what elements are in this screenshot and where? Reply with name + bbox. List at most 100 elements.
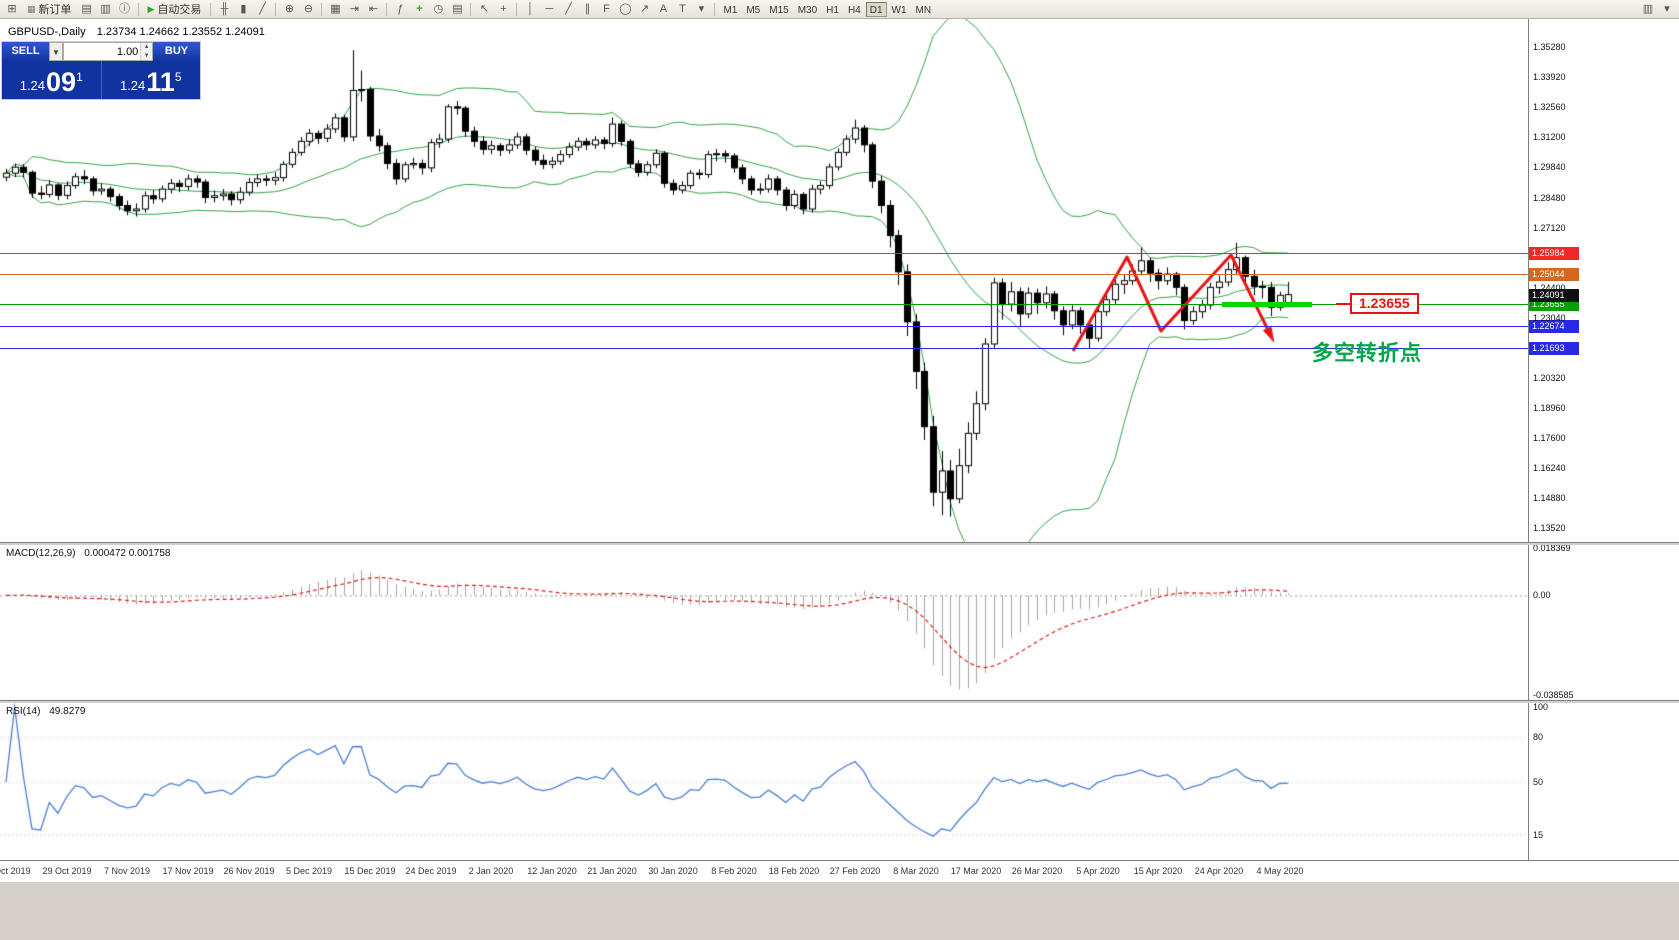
rsi-axis-tick: 50 [1533, 777, 1544, 787]
time-scale[interactable]: 20 Oct 2019 29 Oct 2019 7 Nov 2019 17 Nov 2… [0, 860, 1679, 882]
panel-splitter[interactable] [0, 700, 1679, 703]
date-label: 30 Jan 2020 [648, 866, 698, 876]
horizontal-level-line[interactable] [0, 253, 1528, 254]
buy-price-pips: 11 [146, 67, 175, 97]
toolbar-separator [714, 2, 716, 16]
date-label: 17 Mar 2020 [950, 866, 1002, 876]
periods-icon[interactable]: ◷ [433, 2, 444, 15]
line-chart-icon[interactable]: ╱ [259, 2, 266, 15]
price-axis-tick: 1.24400 [1533, 283, 1566, 293]
shapes-icon[interactable]: ◯ [619, 2, 632, 15]
new-order-button[interactable]: ▦ 新订单 [22, 2, 77, 17]
timeframe-m1[interactable]: M1 [723, 4, 738, 16]
timeframe-m30[interactable]: M30 [797, 4, 818, 16]
zoom-out-icon[interactable]: ⊖ [303, 2, 314, 15]
rsi-axis-tick: 80 [1533, 732, 1544, 742]
timeframe-d1[interactable]: D1 [865, 1, 887, 17]
sell-price-pips: 09 [46, 67, 77, 97]
horizontal-line-icon[interactable]: ─ [545, 2, 554, 15]
price-axis-tick: 1.23040 [1533, 313, 1566, 323]
fibonacci-icon[interactable]: F [603, 2, 610, 15]
horizontal-level-line[interactable] [0, 304, 1528, 305]
arrows-icon[interactable]: ↗ [639, 2, 650, 15]
volume-down-icon[interactable]: ▼ [143, 53, 150, 59]
trendline-icon[interactable]: ╱ [565, 2, 572, 15]
date-label: 8 Mar 2020 [893, 866, 939, 876]
timeframe-mn[interactable]: MN [915, 4, 932, 16]
cursor-icon[interactable]: ↖ [479, 2, 490, 15]
autotrading-button[interactable]: ▶ 自动交易 [143, 2, 207, 17]
new-chart-icon[interactable]: ⊞ [7, 2, 17, 15]
horizontal-level-line[interactable] [0, 274, 1528, 275]
sell-options-caret-icon[interactable]: ▼ [49, 42, 63, 61]
timeframe-m5[interactable]: M5 [746, 4, 761, 16]
text-label-icon[interactable]: T [679, 2, 686, 15]
auto-scroll-icon[interactable]: ⇥ [349, 2, 360, 15]
vertical-line-icon[interactable]: │ [527, 2, 534, 15]
zoom-in-icon[interactable]: ⊕ [284, 2, 295, 15]
date-label: 24 Apr 2020 [1194, 866, 1244, 876]
toolbar-separator [386, 2, 388, 16]
bar-chart-icon[interactable]: ╫ [220, 2, 229, 15]
sell-price-point: 1 [76, 70, 83, 84]
date-label: 15 Apr 2020 [1133, 866, 1183, 876]
candlestick-chart-icon[interactable]: ▮ [240, 2, 247, 15]
price-axis-tick: 1.31200 [1533, 132, 1566, 142]
date-label: 20 Oct 2019 [0, 866, 31, 876]
arrange-windows-icon[interactable]: ▥ [1642, 2, 1654, 15]
sell-price[interactable]: 1.24 09 1 [2, 61, 101, 99]
macd-values: 0.000472 0.001758 [84, 548, 171, 559]
support-line-segment[interactable] [1222, 302, 1312, 307]
chart-profiles-icon[interactable]: ▤ [81, 2, 92, 15]
tile-windows-icon[interactable]: ▦ [330, 2, 341, 15]
new-order-button-label: 新订单 [38, 4, 72, 16]
data-window-icon[interactable]: ▥ [100, 2, 111, 15]
macd-label: MACD(12,26,9) [6, 548, 76, 559]
one-click-trading-panel: SELL ▼ ▲ ▼ BUY 1.24 09 1 [2, 42, 200, 99]
panel-splitter[interactable] [0, 542, 1679, 545]
horizontal-level-line[interactable] [0, 348, 1528, 349]
crosshair-icon[interactable]: + [500, 2, 507, 15]
price-axis-tick: 1.13520 [1533, 523, 1566, 533]
volume-stepper[interactable]: ▲ ▼ [140, 43, 152, 60]
chart-window: GBPUSD-,Daily 1.23734 1.24662 1.23552 1.… [0, 19, 1679, 940]
buy-button[interactable]: BUY [153, 42, 200, 61]
add-indicator-icon[interactable]: + [416, 2, 423, 15]
horizontal-level-line[interactable] [0, 326, 1528, 327]
equidistant-channel-icon[interactable]: ∥ [584, 2, 591, 15]
price-axis-tick: 1.28480 [1533, 193, 1566, 203]
objects-caret-icon[interactable]: ▾ [698, 2, 705, 15]
text-icon[interactable]: A [659, 2, 668, 15]
timeframe-h1[interactable]: H1 [826, 4, 839, 16]
chart-shift-icon[interactable]: ⇤ [368, 2, 379, 15]
macd-indicator-canvas[interactable] [0, 545, 1528, 700]
timeframe-m15[interactable]: M15 [769, 4, 789, 16]
info-icon[interactable]: ⓘ [119, 2, 131, 15]
toolbar-separator [275, 2, 277, 16]
toolbar-separator [210, 2, 212, 16]
toolbar: ⊞ ▦ 新订单 ▤ ▥ ⓘ ▶ 自动交易 ╫ ▮ ╱ ⊕ ⊖ ▦ ⇥ ⇤ ƒ + ◷ ▤ ↖ + │ ─ ╱ ∥ F ◯ ↗ A T ▾ M1 M… [0, 0, 1679, 19]
support-price-label[interactable]: 1.23655 [1350, 293, 1419, 314]
volume-input[interactable] [64, 43, 141, 60]
rsi-indicator-canvas[interactable] [0, 703, 1528, 860]
price-scale[interactable]: 1.25984 1.25044 1.23655 1.22674 1.21693 1.240… [1528, 19, 1679, 860]
turning-point-annotation[interactable]: 多空转折点 [1312, 342, 1422, 365]
volume-up-icon[interactable]: ▲ [143, 44, 150, 50]
toolbar-options-icon[interactable]: ▾ [1664, 2, 1670, 15]
timeframe-w1[interactable]: W1 [891, 4, 907, 16]
toolbar-separator [137, 2, 139, 16]
price-axis-tick: 1.29840 [1533, 162, 1566, 172]
autotrading-button-icon: ▶ [147, 3, 155, 14]
indicators-icon[interactable]: ƒ [397, 2, 404, 15]
sell-button[interactable]: SELL [2, 42, 49, 61]
price-chart-canvas[interactable] [0, 19, 1528, 542]
date-label: 18 Feb 2020 [768, 866, 820, 876]
price-axis-tick: 1.35280 [1533, 42, 1566, 52]
toolbar-separator [321, 2, 323, 16]
buy-price[interactable]: 1.24 11 5 [102, 61, 201, 99]
date-label: 5 Apr 2020 [1076, 866, 1120, 876]
timeframe-h4[interactable]: H4 [847, 4, 861, 16]
macd-axis-tick: 0.018369 [1533, 543, 1571, 553]
templates-icon[interactable]: ▤ [452, 2, 463, 15]
